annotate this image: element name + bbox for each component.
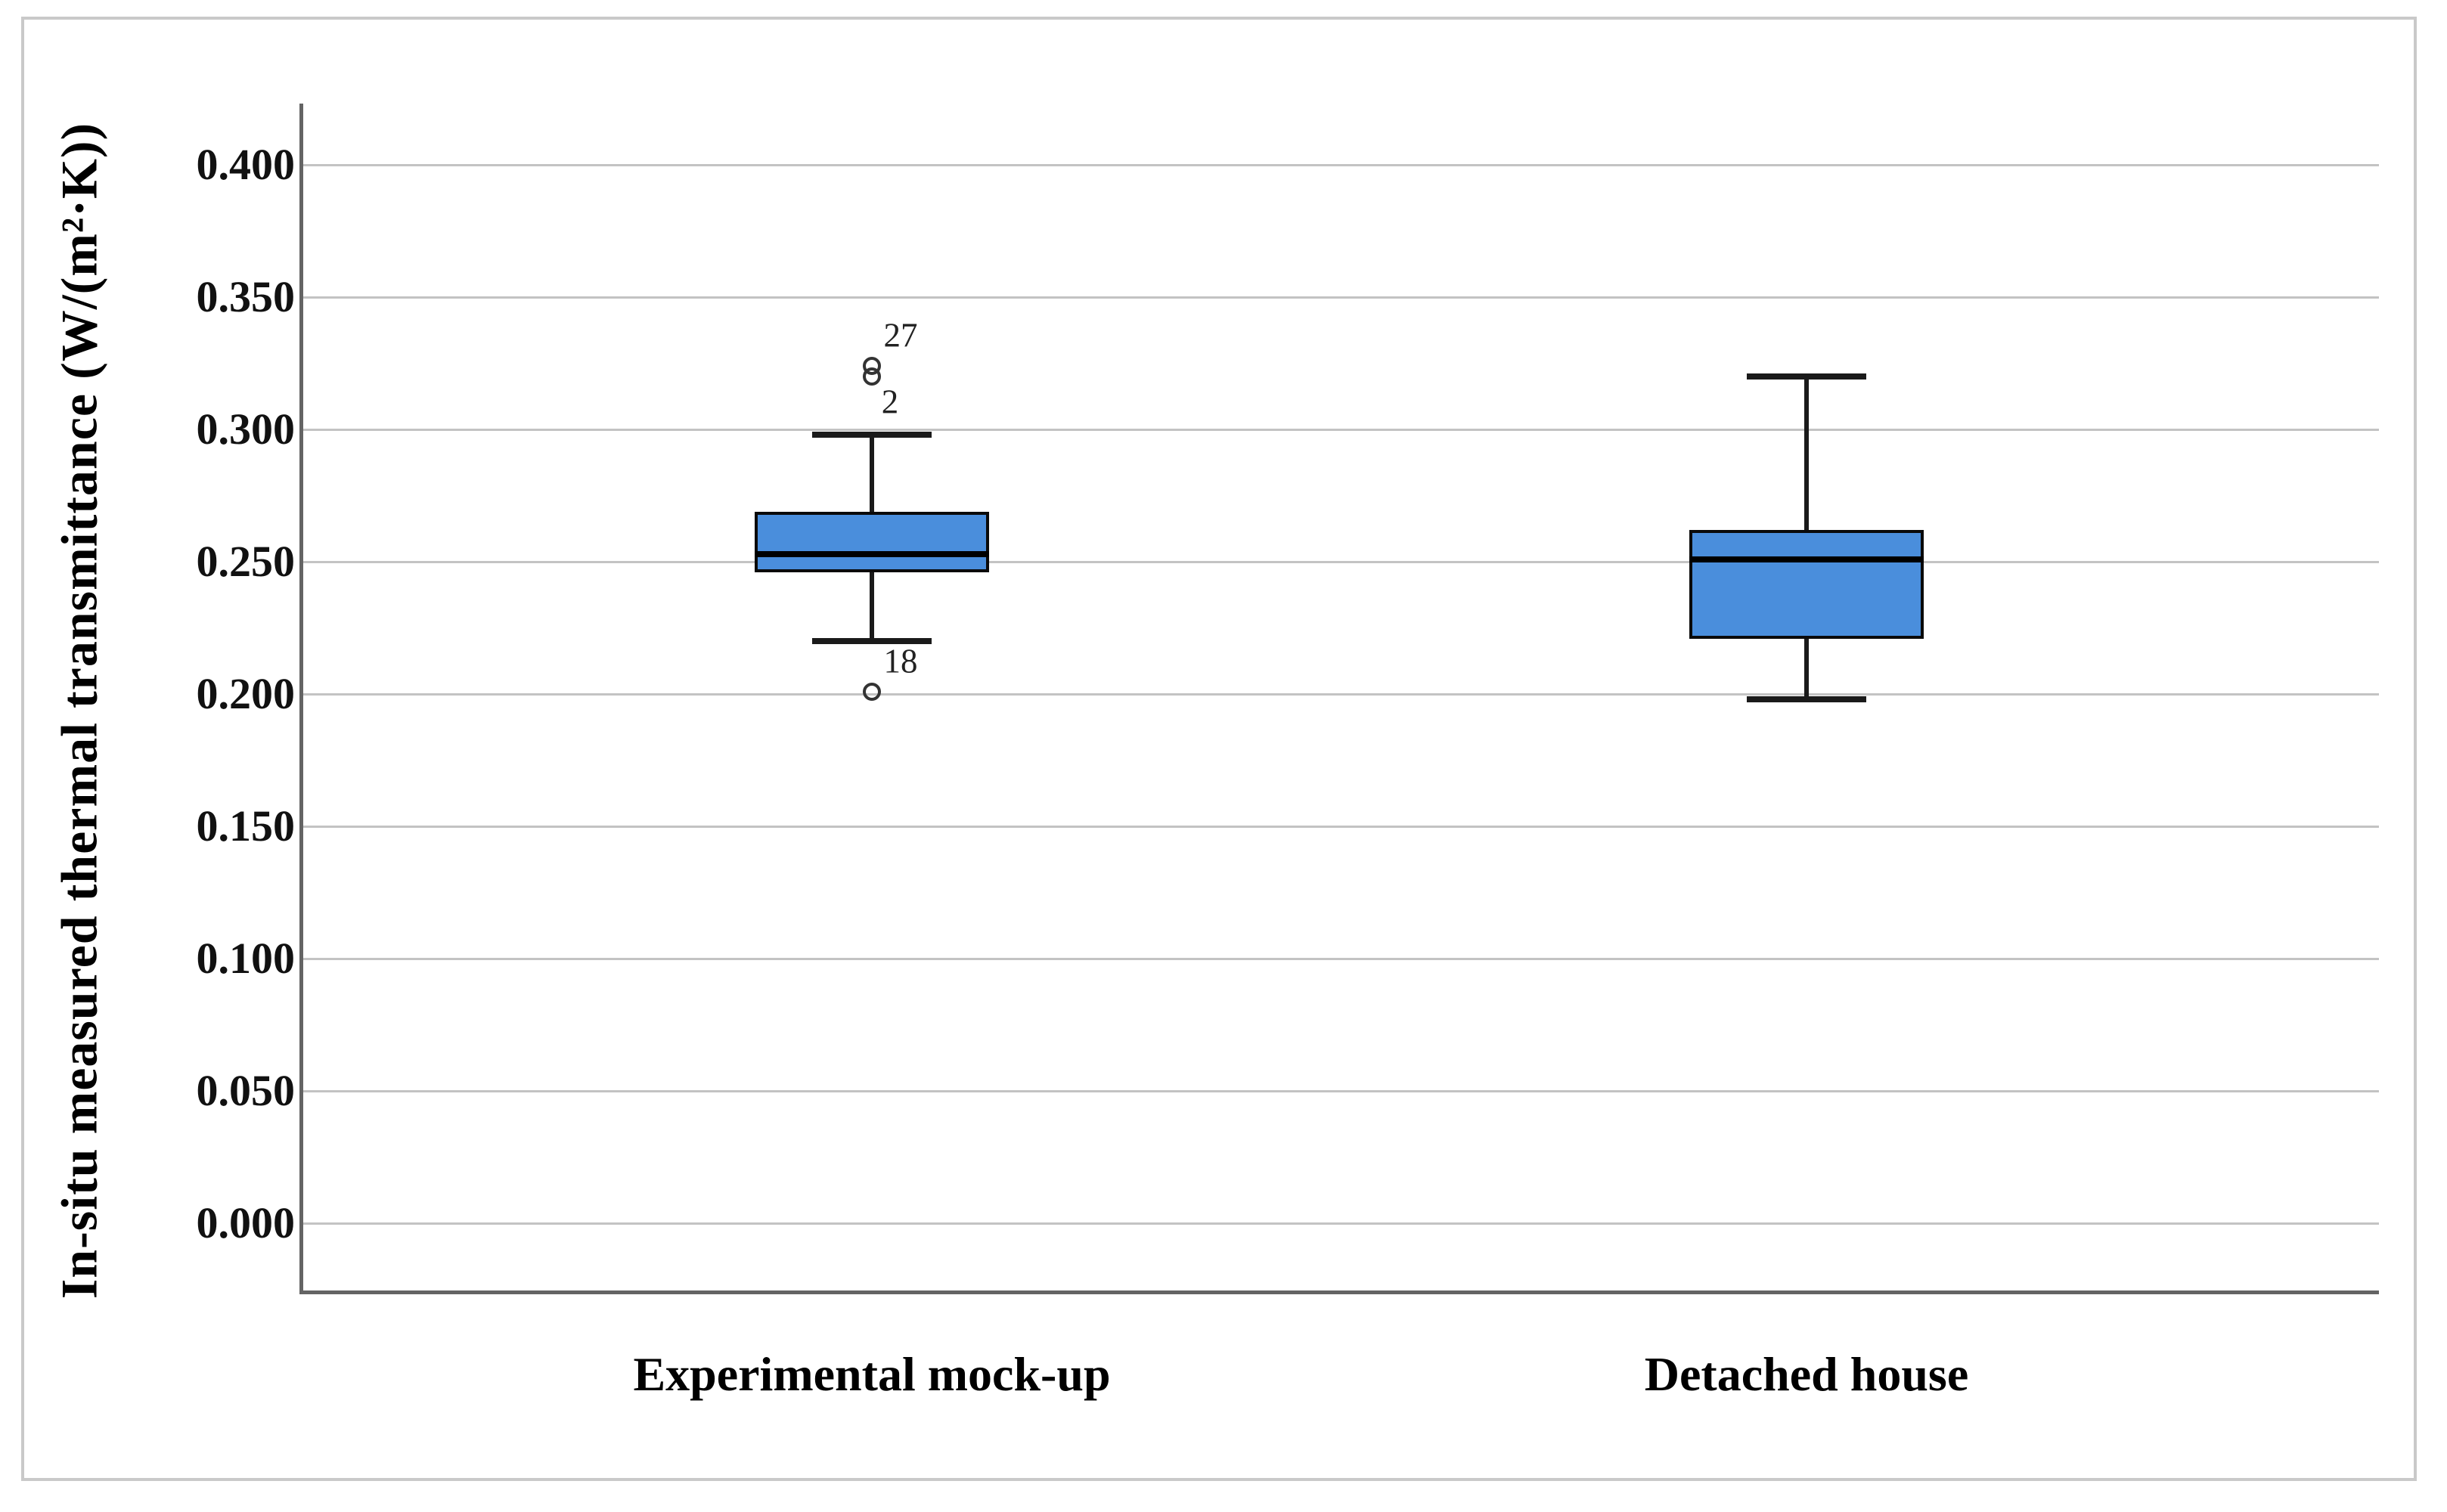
figure-border (21, 17, 2417, 1481)
y-axis-title: In-situ measured thermal transmittance (… (50, 122, 108, 1300)
x-axis-line (299, 1290, 2379, 1294)
outlier-label: 27 (883, 316, 918, 355)
x-category-label: Detached house (1644, 1347, 1969, 1401)
y-tick-label: 0.000 (196, 1198, 296, 1247)
iqr-box (1689, 530, 1924, 639)
lower-whisker-line (1804, 638, 1809, 699)
gridline (302, 692, 2379, 696)
y-tick-label: 0.150 (196, 801, 296, 850)
iqr-box (755, 511, 989, 572)
y-tick-label: 0.350 (196, 272, 296, 321)
outlier-label: 2 (881, 383, 899, 421)
y-tick-label: 0.200 (196, 669, 296, 718)
upper-whisker-line (870, 435, 874, 512)
outlier-circle (863, 367, 881, 386)
upper-whisker-cap (812, 432, 932, 438)
y-tick-label: 0.050 (196, 1066, 296, 1115)
gridline (302, 296, 2379, 299)
gridline (302, 1089, 2379, 1092)
y-axis-line (299, 104, 303, 1294)
median-line (755, 550, 989, 557)
y-tick-label: 0.400 (196, 140, 296, 189)
upper-whisker-line (1804, 376, 1809, 530)
y-tick-label: 0.250 (196, 537, 296, 586)
median-line (1689, 556, 1924, 562)
gridline (302, 957, 2379, 960)
y-tick-label: 0.300 (196, 404, 296, 454)
lower-whisker-cap (812, 638, 932, 644)
gridline (302, 825, 2379, 828)
gridline (302, 560, 2379, 563)
x-category-label: Experimental mock-up (633, 1347, 1111, 1401)
y-tick-label: 0.100 (196, 934, 296, 983)
outlier-circle (863, 682, 881, 701)
lower-whisker-line (870, 572, 874, 641)
gridline (302, 1222, 2379, 1225)
outlier-label: 18 (883, 642, 918, 680)
gridline (302, 428, 2379, 431)
lower-whisker-cap (1747, 696, 1866, 702)
upper-whisker-cap (1747, 373, 1866, 380)
gridline (302, 163, 2379, 166)
